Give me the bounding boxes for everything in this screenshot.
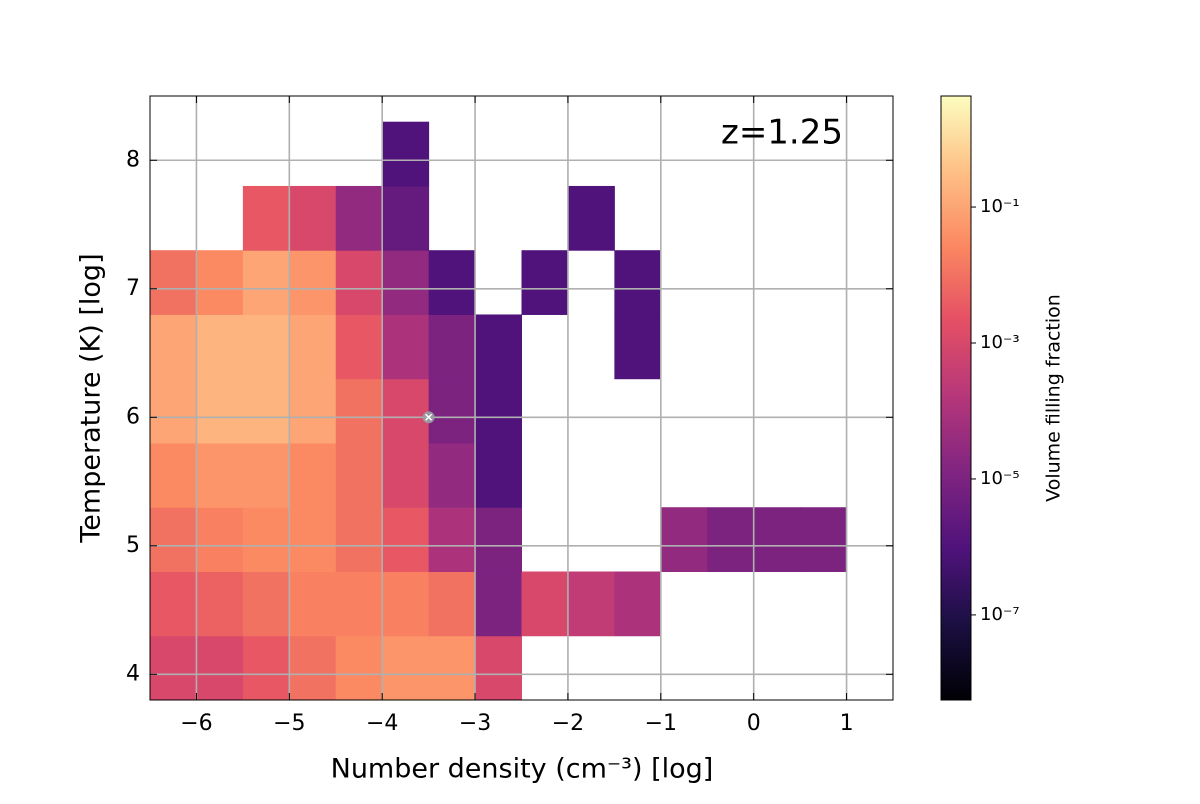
heatmap-cell [289,507,337,572]
heatmap-cell [196,378,244,444]
y-tick-label: 5 [126,533,140,558]
heatmap-cell [335,185,383,251]
heatmap-cell [196,250,244,315]
x-tick-label: 1 [840,711,854,736]
heatmap-cell [660,507,708,572]
colorbar-tick-label: 10⁻⁵ [980,468,1020,489]
y-axis-label: Temperature (K) [log] [76,253,107,543]
heatmap-cell [428,635,476,700]
heatmap-cell [475,507,522,572]
heatmap-cell [382,507,430,572]
heatmap-cell [475,635,522,700]
heatmap-cell [567,185,615,251]
heatmap [150,121,848,700]
heatmap-cell [242,185,290,251]
colorbar [940,95,972,701]
x-tick-label: −1 [645,711,677,736]
heatmap-cell [289,314,337,380]
heatmap-cell [614,250,662,315]
x-tick-label: −5 [273,711,305,736]
heatmap-cell [335,571,383,637]
heatmap-cell [614,571,662,637]
heatmap-cell [335,442,383,508]
heatmap-cell [335,250,383,315]
heatmap-cell [242,314,290,380]
heatmap-cell [242,250,290,315]
colorbar-tick-label: 10⁻⁷ [980,604,1020,625]
heatmap-cell [614,314,662,380]
heatmap-cell [428,571,476,637]
heatmap-cell [196,442,244,508]
heatmap-cell [382,121,430,187]
heatmap-cell [289,571,337,637]
heatmap-cell [242,442,290,508]
heatmap-cell [289,250,337,315]
y-tick-label: 7 [126,276,140,301]
heatmap-cell [289,442,337,508]
heatmap-cell [521,571,569,637]
heatmap-cell [753,507,801,572]
heatmap-cell [475,442,522,508]
heatmap-cell [150,507,197,572]
colorbar-tick-label: 10⁻¹ [980,196,1020,217]
heatmap-cell [242,571,290,637]
x-tick-label: −6 [180,711,212,736]
heatmap-cell [196,314,244,380]
heatmap-cell [382,185,430,251]
x-tick-label: −4 [366,711,398,736]
x-axis-label: Number density (cm⁻³) [log] [331,754,714,785]
heatmap-cell [242,378,290,444]
heatmap-cell [196,571,244,637]
heatmap-cell [289,378,337,444]
heatmap-cell [150,635,197,700]
heatmap-cell [335,378,383,444]
y-tick-label: 8 [126,147,140,172]
y-tick-label: 4 [126,661,140,686]
heatmap-cell [150,571,197,637]
heatmap-cell [800,507,848,572]
heatmap-cell [150,378,197,444]
colorbar-tick-label: 10⁻³ [980,332,1020,353]
heatmap-cell [707,507,755,572]
heatmap-cell [428,442,476,508]
heatmap-cell [382,250,430,315]
heatmap-cell [428,378,476,444]
y-tick-label: 6 [126,404,140,429]
x-tick-label: −2 [552,711,584,736]
heatmap-cell [335,314,383,380]
colorbar-label: Volume filling fraction [1043,294,1065,502]
heatmap-cell [382,635,430,700]
heatmap-cell [150,250,197,315]
marker-cross [425,413,433,421]
heatmap-cell [428,250,476,315]
x-tick-label: −3 [459,711,491,736]
heatmap-cell [428,507,476,572]
heatmap-cell [382,314,430,380]
plot-frame [149,95,894,701]
heatmap-cell [521,250,569,315]
heatmap-cell [475,571,522,637]
heatmap-cell [150,314,197,380]
heatmap-cell [289,185,337,251]
heatmap-cell [335,507,383,572]
annotation: z=1.25 [721,113,843,153]
heatmap-cell [567,571,615,637]
heatmap-cell [196,635,244,700]
heatmap-cell [382,571,430,637]
heatmap-cell [428,314,476,380]
heatmap-cell [475,378,522,444]
x-tick-label: 0 [747,711,761,736]
heatmap-cell [382,378,430,444]
heatmap-cell [196,507,244,572]
heatmap-cell [242,507,290,572]
heatmap-cell [289,635,337,700]
heatmap-cell [150,442,197,508]
grid [150,96,893,700]
heatmap-cell [475,314,522,380]
heatmap-cell [382,442,430,508]
heatmap-cell [335,635,383,700]
heatmap-cell [242,635,290,700]
